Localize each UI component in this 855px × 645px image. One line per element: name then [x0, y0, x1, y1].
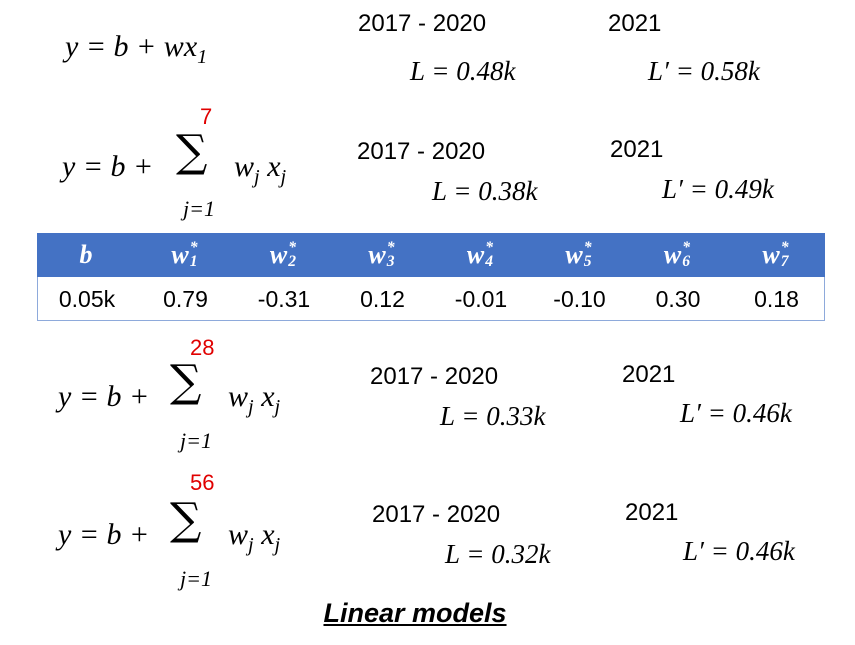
- test-year: 2021: [610, 136, 664, 163]
- header-scripts: * 5: [583, 238, 592, 270]
- train-period: 2017 - 2020: [358, 10, 487, 37]
- table-cell: 0.30: [655, 285, 701, 312]
- header-sup: *: [780, 238, 789, 256]
- header-cell: b: [37, 233, 135, 277]
- sum-term: wj xj: [228, 380, 281, 418]
- header-cell: w * 3: [333, 233, 431, 277]
- header-symbol: w: [663, 240, 682, 269]
- header-cell: w * 4: [431, 233, 529, 277]
- term-sub: j: [254, 166, 260, 188]
- sum-upper: 28: [190, 335, 215, 360]
- header-cell: w * 2: [234, 233, 332, 277]
- sum-term: wj xj: [234, 150, 287, 188]
- header-sub: 7: [780, 253, 789, 270]
- test-year: 2021: [608, 10, 662, 37]
- header-scripts: * 7: [780, 238, 789, 270]
- term: w: [228, 518, 249, 551]
- sum-term: wj xj: [228, 518, 281, 556]
- header-sub: 2: [288, 253, 297, 270]
- table-cell: 0.18: [754, 285, 799, 312]
- table-cell: 0.05k: [58, 285, 116, 312]
- train-loss: L = 0.32k: [445, 539, 551, 569]
- header-sub: 6: [682, 253, 691, 270]
- term-sub: j: [248, 534, 254, 556]
- formula: y = b +: [62, 152, 153, 182]
- header-scripts: * 4: [485, 238, 494, 270]
- caption: Linear models: [323, 598, 507, 628]
- sum-sign: ∑: [170, 356, 202, 407]
- term2: x: [253, 380, 275, 413]
- header-scripts: * 2: [288, 238, 297, 270]
- formula: y = b +: [58, 520, 149, 550]
- header-sup: *: [288, 238, 297, 256]
- table-row: 0.05k 0.79 -0.31 0.12 -0.01 -0.10 0.30 0.18: [37, 277, 825, 321]
- header-symbol: w: [269, 240, 288, 269]
- header-symbol: b: [79, 240, 93, 269]
- term2-sub: j: [274, 534, 281, 556]
- test-loss: L′ = 0.46k: [683, 536, 795, 566]
- table-cell: -0.10: [553, 285, 606, 312]
- formula: y = b +: [58, 382, 149, 412]
- table-cell: 0.79: [163, 285, 208, 312]
- test-loss: L′ = 0.49k: [662, 174, 774, 204]
- header-sub: 5: [583, 253, 592, 270]
- train-loss: L = 0.33k: [440, 401, 546, 431]
- term2: x: [259, 150, 281, 183]
- sum-lower: j=1: [180, 428, 212, 453]
- header-cell: w * 7: [727, 233, 825, 277]
- header-cell: w * 5: [530, 233, 628, 277]
- term: w: [234, 150, 255, 183]
- formula-sub: 1: [197, 46, 208, 68]
- header-sup: *: [386, 238, 395, 256]
- test-year: 2021: [625, 499, 679, 526]
- header-symbol: w: [466, 240, 485, 269]
- train-period: 2017 - 2020: [370, 363, 499, 390]
- header-cell: w * 6: [628, 233, 726, 277]
- formula-lhs: y = b +: [58, 518, 150, 551]
- test-loss: L′ = 0.58k: [648, 56, 760, 86]
- header-sup: *: [583, 238, 592, 256]
- test-year: 2021: [622, 361, 676, 388]
- header-scripts: * 3: [386, 238, 395, 270]
- formula-lhs: y = b + wx: [65, 30, 198, 63]
- formula-lhs: y = b +: [62, 150, 154, 183]
- header-sub: 3: [386, 253, 395, 270]
- train-loss: L = 0.38k: [432, 176, 538, 206]
- header-cell: w * 1: [136, 233, 234, 277]
- header-symbol: w: [762, 240, 780, 269]
- sum-lower: j=1: [180, 566, 212, 591]
- sum-sign: ∑: [170, 494, 202, 545]
- formula-lhs: y = b +: [58, 380, 150, 413]
- weights-table: b w * 1 w * 2 w * 3 w * 4 w * 5 w * 6 w * 7 0.05k 0.79 -0.31 0.1…: [37, 233, 825, 321]
- header-symbol: w: [565, 240, 583, 269]
- test-loss: L′ = 0.46k: [680, 398, 792, 428]
- table-cell: -0.31: [257, 285, 311, 312]
- header-symbol: w: [171, 240, 189, 269]
- term-sub: j: [248, 396, 254, 418]
- term2-sub: j: [280, 166, 287, 188]
- term2-sub: j: [274, 396, 281, 418]
- term2: x: [253, 518, 275, 551]
- header-scripts: * 1: [189, 238, 198, 270]
- sum-upper: 7: [200, 104, 213, 129]
- train-period: 2017 - 2020: [357, 138, 486, 165]
- header-scripts: * 6: [682, 238, 691, 270]
- header-sub: 4: [485, 253, 494, 270]
- header-sub: 1: [189, 253, 198, 270]
- header-sup: *: [189, 238, 198, 256]
- term: w: [228, 380, 249, 413]
- table-cell: 0.12: [360, 285, 405, 312]
- table-header: b w * 1 w * 2 w * 3 w * 4 w * 5 w * 6 w * 7: [37, 233, 825, 277]
- formula: y = b + wx1: [65, 30, 208, 68]
- sum-sign: ∑: [176, 126, 208, 177]
- header-sup: *: [485, 238, 494, 256]
- sum-lower: j=1: [183, 196, 215, 221]
- train-loss: L = 0.48k: [410, 56, 516, 86]
- sum-upper: 56: [190, 470, 215, 495]
- train-period: 2017 - 2020: [372, 501, 501, 528]
- header-sup: *: [682, 238, 691, 256]
- header-symbol: w: [368, 240, 386, 269]
- table-cell: -0.01: [454, 285, 508, 312]
